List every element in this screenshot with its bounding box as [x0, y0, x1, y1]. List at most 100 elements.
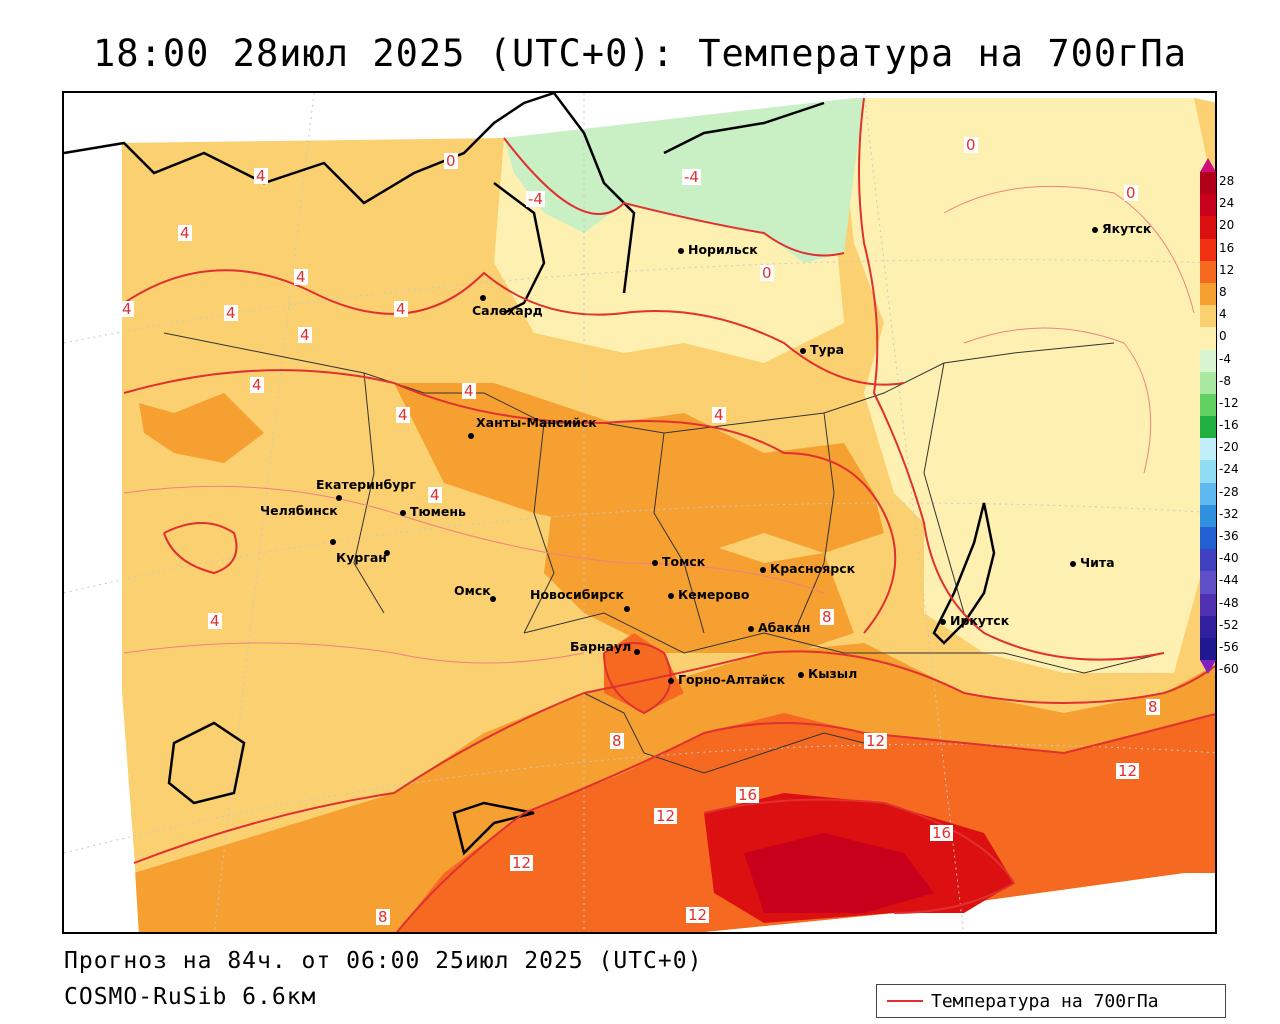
colorbar-tick-label: -20	[1219, 440, 1239, 455]
city-dot-icon	[1070, 560, 1076, 567]
city-marker	[330, 533, 340, 548]
isoline-label: 4	[250, 376, 264, 394]
isoline-label: 4	[712, 406, 726, 424]
city-dot-icon	[800, 347, 806, 354]
colorbar-bottom-arrow-icon	[1200, 660, 1216, 675]
colorbar-tick-label: 12	[1219, 262, 1235, 277]
isoline-label: -4	[682, 168, 701, 186]
colorbar-steps	[1200, 172, 1216, 661]
legend: Температура на 700гПа	[876, 984, 1226, 1018]
colorbar-tick-label: -24	[1219, 462, 1239, 477]
colorbar-tick-label: -44	[1219, 573, 1239, 588]
colorbar-tick-label: 20	[1219, 218, 1235, 233]
isoline-label: 0	[1124, 184, 1138, 202]
city-dot-icon	[760, 566, 766, 573]
isoline-label: 12	[1116, 762, 1140, 780]
city-marker: Тюмень	[400, 504, 466, 519]
colorbar-tick-label: -48	[1219, 595, 1239, 610]
colorbar-tick-label: -16	[1219, 418, 1239, 433]
city-label: Ханты-Мансийск	[476, 415, 597, 430]
isoline-label: 4	[208, 612, 222, 630]
city-dot-icon	[336, 494, 342, 501]
city-marker: Горно-Алтайск	[668, 672, 785, 687]
colorbar	[1200, 158, 1216, 675]
colorbar-step	[1200, 637, 1216, 661]
colorbar-step	[1200, 438, 1216, 461]
colorbar-tick-label: 28	[1219, 174, 1235, 188]
city-dot-icon	[652, 559, 658, 566]
colorbar-step	[1200, 571, 1216, 594]
colorbar-tick-label: -28	[1219, 484, 1239, 499]
colorbar-step	[1200, 305, 1216, 328]
colorbar-tick-label: -40	[1219, 551, 1239, 566]
city-marker: Якутск	[1092, 221, 1151, 236]
city-marker: Кызыл	[798, 666, 857, 681]
colorbar-step	[1200, 371, 1216, 394]
colorbar-tick-label: -52	[1219, 617, 1239, 632]
colorbar-step	[1200, 393, 1216, 417]
isoline-label: 4	[396, 406, 410, 424]
colorbar-step	[1200, 504, 1216, 527]
colorbar-step	[1200, 238, 1216, 261]
isoline-label: 0	[760, 264, 774, 282]
temperature-map: Норильск Якутск Салехард Тура Ханты-Манс…	[62, 91, 1217, 934]
city-marker	[624, 600, 634, 615]
colorbar-tick-label: 0	[1219, 329, 1227, 344]
map-title: 18:00 28июл 2025 (UTC+0): Температура на…	[93, 32, 1187, 75]
isoline-label: 12	[686, 906, 710, 924]
colorbar-step	[1200, 527, 1216, 550]
isoline-label: 4	[428, 486, 442, 504]
city-label: Салехард	[472, 303, 543, 318]
city-dot-icon	[624, 605, 630, 612]
city-marker	[384, 544, 394, 559]
city-dot-icon	[1092, 226, 1098, 233]
city-marker: Кемерово	[668, 587, 749, 602]
city-marker	[480, 289, 490, 304]
city-dot-icon	[634, 648, 640, 655]
isoline-label: 8	[820, 608, 834, 626]
isoline-label: 4	[120, 300, 134, 318]
city-dot-icon	[678, 247, 684, 254]
city-dot-icon	[490, 595, 496, 602]
colorbar-step	[1200, 282, 1216, 306]
isoline-label: 4	[298, 326, 312, 344]
forecast-info: Прогноз на 84ч. от 06:00 25июл 2025 (UTC…	[64, 948, 703, 974]
isoline-label: 4	[254, 167, 268, 185]
isoline-label: 4	[224, 304, 238, 322]
colorbar-tick-label: -32	[1219, 506, 1239, 521]
isoline-label: 8	[376, 908, 390, 926]
isoline-label: 8	[1146, 698, 1160, 716]
city-dot-icon	[748, 625, 754, 632]
colorbar-step	[1200, 327, 1216, 350]
isoline-label: 12	[510, 854, 534, 872]
city-marker: Чита	[1070, 555, 1115, 570]
isoline-label: 4	[294, 268, 308, 286]
legend-label: Температура на 700гПа	[931, 990, 1159, 1012]
city-dot-icon	[330, 538, 336, 545]
isoline-label: 0	[444, 152, 458, 170]
colorbar-tick-label: -60	[1219, 662, 1239, 677]
colorbar-tick-label: -56	[1219, 639, 1239, 654]
colorbar-step	[1200, 615, 1216, 638]
city-marker	[490, 590, 500, 605]
city-label: Челябинск	[260, 503, 338, 518]
colorbar-step	[1200, 349, 1216, 372]
isoline-label: 12	[654, 807, 678, 825]
isoline-label: 4	[178, 224, 192, 242]
colorbar-step	[1200, 482, 1216, 505]
colorbar-tick-label: 8	[1219, 284, 1227, 299]
city-marker: Красноярск	[760, 561, 855, 576]
city-marker	[634, 643, 644, 658]
city-dot-icon	[480, 294, 486, 301]
city-marker: Иркутск	[940, 613, 1009, 628]
isoline-label: 4	[462, 382, 476, 400]
isoline-label: 0	[964, 136, 978, 154]
colorbar-labels: 28 24 20 16 12 8 4 0 -4 -8 -12 -16 -20 -24 -28 -32 -36 -4…	[1219, 170, 1239, 680]
colorbar-tick-label: -4	[1219, 351, 1231, 366]
isoline-label: 16	[736, 786, 760, 804]
city-label: Омск	[454, 583, 491, 598]
colorbar-step	[1200, 216, 1216, 239]
colorbar-top-arrow-icon	[1200, 158, 1216, 172]
map-field	[64, 93, 1215, 932]
city-marker	[336, 489, 346, 504]
